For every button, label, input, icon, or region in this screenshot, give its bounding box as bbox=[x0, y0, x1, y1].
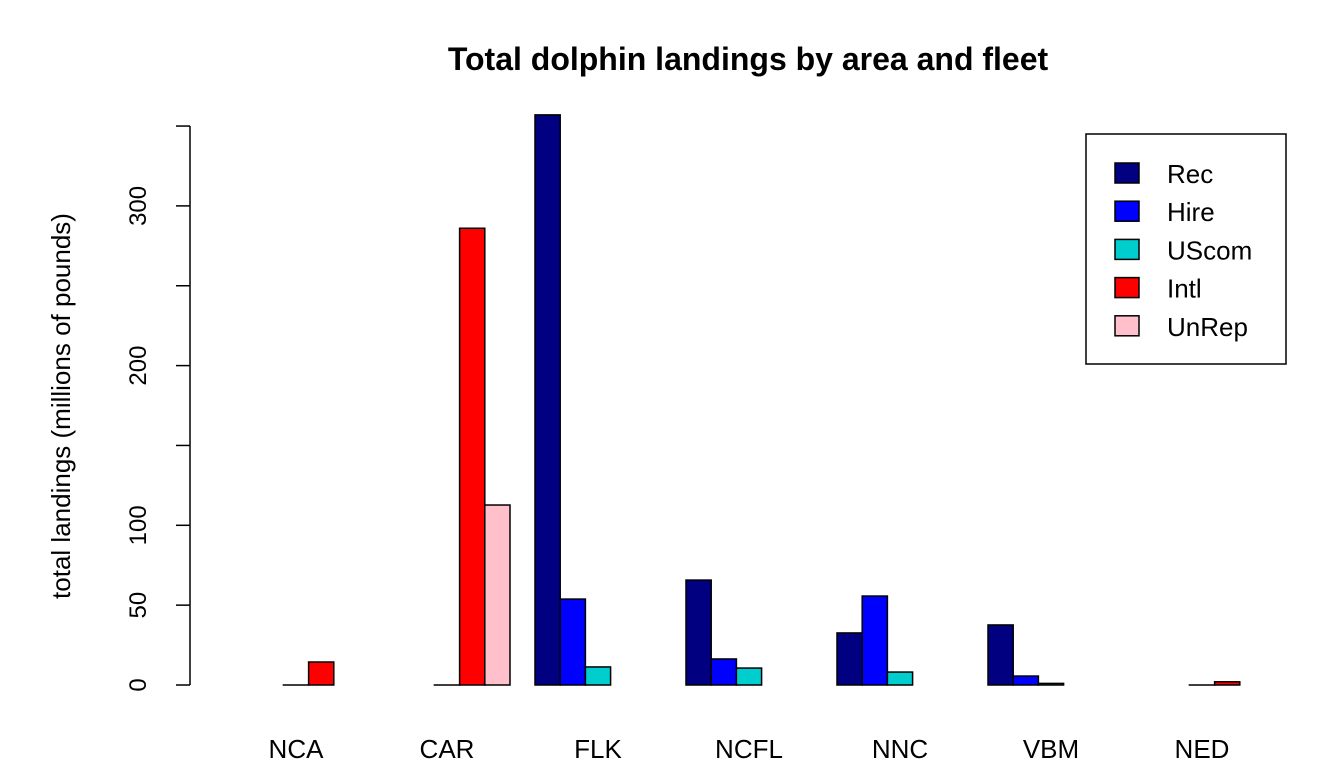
bar-FLK-Rec bbox=[534, 114, 561, 686]
legend-label: UScom bbox=[1167, 235, 1252, 265]
bar-CAR-UnRep bbox=[484, 504, 511, 686]
bar-NCFL-UScom bbox=[735, 667, 763, 686]
y-axis-label: total landings (millions of pounds) bbox=[46, 213, 76, 599]
bar-NED-Intl bbox=[1213, 681, 1241, 686]
legend-swatch-Rec bbox=[1114, 162, 1140, 184]
bar-FLK-UScom bbox=[584, 666, 612, 686]
bar-CAR-Intl bbox=[458, 227, 486, 686]
bar-VBM-UScom bbox=[1037, 682, 1065, 686]
bar-NCFL-Hire bbox=[710, 658, 738, 686]
legend: Rec Hire UScom Intl UnRep bbox=[1085, 133, 1287, 365]
bar-VBM-Hire bbox=[1012, 675, 1040, 686]
bar-NNC-Hire bbox=[861, 595, 889, 686]
x-tick-label: NCFL bbox=[715, 734, 783, 764]
bar-VBM-Rec bbox=[987, 624, 1014, 686]
legend-swatch-UnRep bbox=[1114, 315, 1140, 337]
x-tick-label: CAR bbox=[420, 734, 475, 764]
chart-title: Total dolphin landings by area and fleet bbox=[448, 41, 1049, 77]
legend-label: Intl bbox=[1167, 274, 1202, 304]
bar-FLK-Hire bbox=[559, 598, 587, 686]
bar-NNC-UScom bbox=[886, 671, 914, 686]
legend-swatch-UScom bbox=[1114, 238, 1140, 261]
x-tick-label: NNC bbox=[872, 734, 928, 764]
y-tick-label: 300 bbox=[125, 186, 152, 226]
legend-label: Rec bbox=[1167, 159, 1213, 189]
y-tick-label: 50 bbox=[125, 592, 152, 619]
legend-swatch-Intl bbox=[1114, 276, 1140, 299]
legend-swatch-Hire bbox=[1114, 200, 1140, 222]
bar-NNC-Rec bbox=[836, 632, 863, 686]
legend-label: Hire bbox=[1167, 197, 1215, 227]
y-tick-label: 0 bbox=[125, 678, 152, 691]
y-axis: 0 50 100 200 300 bbox=[125, 125, 191, 692]
x-tick-label: NED bbox=[1175, 734, 1230, 764]
bar-NCA-Intl bbox=[307, 661, 335, 686]
bars bbox=[282, 114, 1241, 686]
x-tick-labels: NCA CAR FLK NCFL NNC VBM NED bbox=[269, 734, 1230, 764]
x-tick-label: FLK bbox=[574, 734, 622, 764]
x-tick-label: NCA bbox=[269, 734, 325, 764]
y-tick-label: 100 bbox=[125, 505, 152, 545]
legend-label: UnRep bbox=[1167, 312, 1248, 342]
x-tick-label: VBM bbox=[1023, 734, 1079, 764]
bar-NCFL-Rec bbox=[685, 579, 712, 686]
y-tick-label: 200 bbox=[125, 346, 152, 386]
